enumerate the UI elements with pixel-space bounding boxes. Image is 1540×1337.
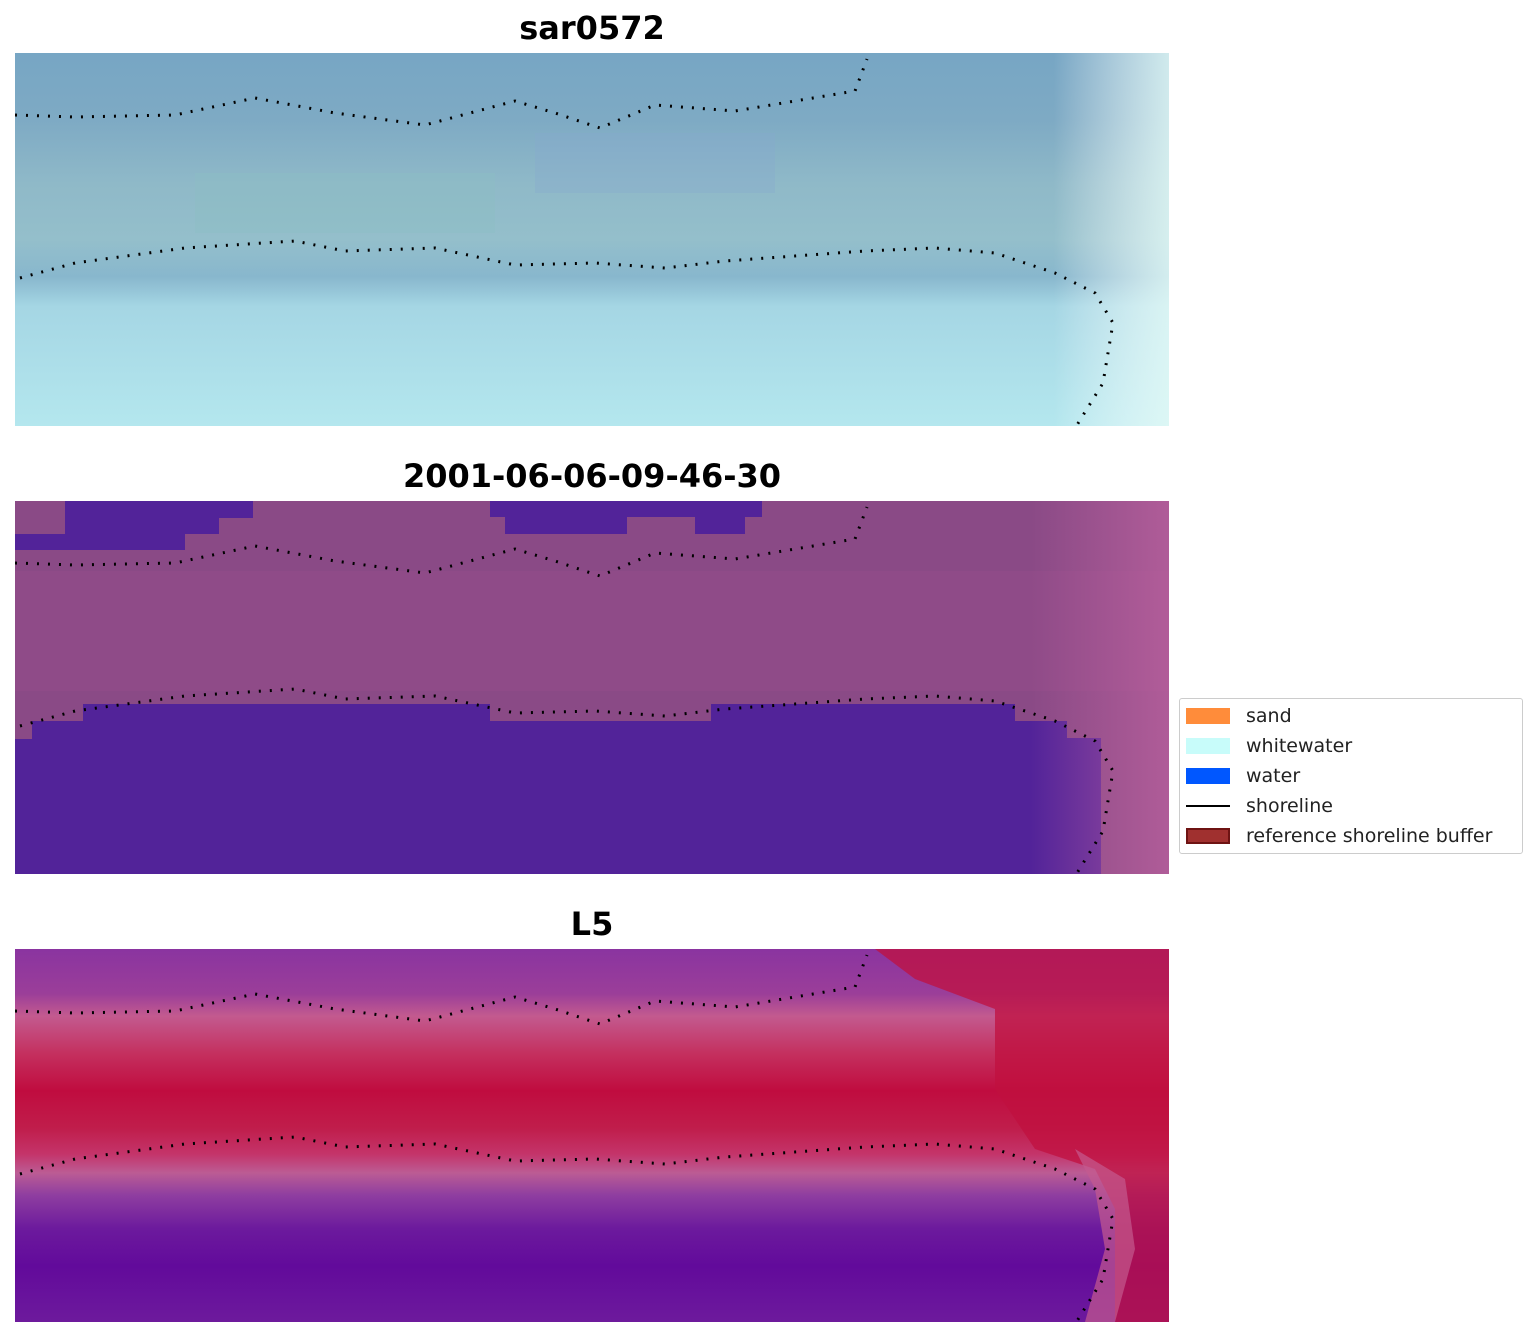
index-image-base [15, 949, 1169, 1322]
reference-buffer-swatch [1186, 828, 1230, 844]
shoreline-upper [15, 954, 869, 1026]
panel-title-3: L5 [570, 905, 614, 943]
legend-label: shoreline [1246, 795, 1333, 817]
legend-item-whitewater: whitewater [1186, 735, 1353, 757]
legend-label: reference shoreline buffer [1246, 825, 1493, 847]
panel-title-2: 2001-06-06-09-46-30 [402, 457, 782, 495]
legend: sand whitewater water shoreline referenc… [1179, 698, 1523, 854]
image-panel-classified [15, 501, 1169, 874]
image-panel-index [15, 949, 1169, 1322]
legend-label: whitewater [1246, 735, 1353, 757]
panel-title-1: sar0572 [519, 9, 665, 47]
index-image-right-red [875, 949, 1169, 1322]
whitewater-swatch [1186, 738, 1230, 754]
water-swatch [1186, 768, 1230, 784]
legend-item-reference-buffer: reference shoreline buffer [1186, 825, 1493, 847]
shoreline-line-swatch [1186, 805, 1230, 807]
sar-image-bright-patch [535, 133, 775, 193]
sar-image-right-edge [15, 53, 1169, 426]
shoreline-upper [15, 506, 869, 578]
legend-item-sand: sand [1186, 705, 1292, 727]
sand-swatch [1186, 708, 1230, 724]
legend-item-shoreline: shoreline [1186, 795, 1333, 817]
legend-label: sand [1246, 705, 1292, 727]
image-panel-sar [15, 53, 1169, 426]
shoreline-upper [15, 58, 869, 130]
index-image-right-pink [1075, 1149, 1135, 1322]
legend-label: water [1246, 765, 1301, 787]
legend-item-water: water [1186, 765, 1301, 787]
sar-image-dark-patch [195, 173, 495, 233]
classified-image-right-edge [15, 501, 1169, 874]
